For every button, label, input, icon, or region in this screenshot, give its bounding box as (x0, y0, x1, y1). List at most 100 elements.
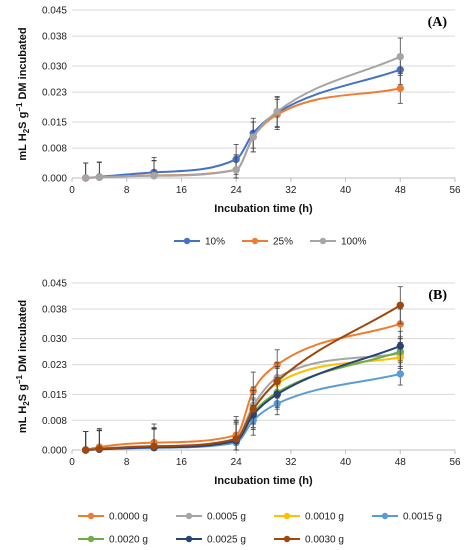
legend-item: 0.0015 g (372, 512, 442, 523)
y-tick-label: 0.000 (42, 446, 67, 457)
panel-b: 0.000 0.008 0.015 0.023 0.030 0.038 0.045 0 8 16 2… (15, 279, 461, 546)
series-line-1 (85, 87, 401, 179)
panel-a: 0.000 0.008 0.015 0.023 0.030 0.038 0.045 0 8 16 2… (15, 6, 461, 248)
y-axis-title-part: DM incubated (17, 300, 29, 375)
x-tick-label: 40 (340, 185, 352, 196)
legend-label: 0.0015 g (403, 512, 442, 523)
y-tick-label: 0.008 (42, 144, 67, 155)
x-tick-label: 48 (395, 185, 407, 196)
legend-item: 100% (310, 237, 367, 248)
legend-marker (183, 237, 191, 245)
legend-item: 25% (242, 237, 293, 248)
y-axis-title-part: S g (17, 112, 29, 129)
y-tick-label: 0.000 (42, 174, 67, 185)
y-tick-label: 0.038 (42, 304, 67, 315)
y-tick-label: 0.045 (42, 279, 67, 290)
data-point (232, 435, 240, 443)
y-axis-title: mL H2S g−1 DM incubated (15, 300, 31, 433)
legend-marker (185, 535, 193, 543)
x-axis-title: Incubation time (h) (214, 475, 313, 487)
data-point (150, 442, 158, 450)
series-line-2 (85, 55, 401, 179)
y-axis-title-superscript: −1 (15, 102, 24, 112)
data-point (95, 173, 104, 181)
legend-marker (87, 535, 95, 543)
y-tick-label: 0.030 (42, 62, 67, 73)
y-axis-title-subscript: 2 (22, 128, 31, 133)
legend-item: 0.0030 g (274, 535, 344, 546)
x-tick-label: 48 (395, 457, 407, 468)
x-tick-label: 24 (231, 185, 243, 196)
x-tick-label: 24 (231, 457, 243, 468)
legend-item: 0.0010 g (274, 512, 344, 523)
y-axis-title-part: mL H (17, 406, 29, 433)
y-axis-title: mL H2S g−1 DM incubated (15, 27, 31, 160)
y-axis-title-part: S g (17, 384, 29, 401)
y-axis-title-subscript: 2 (22, 401, 31, 406)
panel-label: (A) (428, 15, 448, 30)
legend-item: 0.0000 g (78, 512, 148, 523)
data-point (396, 342, 404, 350)
series-line-5 (85, 345, 401, 451)
y-axis-title-part: DM incubated (17, 27, 29, 102)
data-point (81, 174, 90, 182)
series-line-6 (85, 304, 401, 451)
x-tick-label: 16 (176, 457, 188, 468)
data-point (396, 52, 404, 61)
data-point (396, 370, 404, 378)
legend-marker (251, 237, 259, 245)
data-point (81, 446, 90, 454)
legend-label: 0.0005 g (207, 512, 246, 523)
y-tick-label: 0.038 (42, 32, 67, 43)
data-point (249, 133, 257, 141)
data-point (396, 84, 404, 93)
legend-label: 10% (205, 237, 225, 248)
y-tick-label: 0.030 (42, 334, 67, 345)
x-tick-label: 32 (285, 185, 297, 196)
legend-item: 0.0005 g (176, 512, 246, 523)
x-tick-label: 16 (176, 185, 188, 196)
data-point (232, 166, 240, 174)
y-tick-label: 0.045 (42, 6, 67, 17)
data-point (273, 107, 281, 116)
data-point (273, 377, 281, 386)
x-tick-label: 8 (124, 457, 130, 468)
y-tick-label: 0.008 (42, 416, 67, 427)
y-tick-label: 0.023 (42, 360, 67, 371)
x-tick-label: 56 (449, 185, 461, 196)
y-tick-label: 0.015 (42, 390, 67, 401)
legend-label: 100% (341, 237, 367, 248)
legend-label: 25% (273, 237, 293, 248)
legend-item: 0.0025 g (176, 535, 246, 546)
y-axis-title-superscript: −1 (15, 375, 24, 385)
legend-label: 0.0000 g (109, 512, 148, 523)
data-point (396, 301, 404, 309)
x-tick-label: 0 (69, 185, 75, 196)
legend-label: 0.0030 g (305, 535, 344, 546)
x-tick-label: 40 (340, 457, 352, 468)
legend-marker (381, 512, 389, 520)
legend-item: 10% (174, 237, 225, 248)
x-tick-label: 56 (449, 457, 461, 468)
legend-label: 0.0020 g (109, 535, 148, 546)
x-tick-label: 32 (285, 457, 297, 468)
legend-label: 0.0025 g (207, 535, 246, 546)
legend-marker (87, 512, 95, 520)
data-point (95, 445, 104, 453)
x-axis-title: Incubation time (h) (214, 203, 313, 215)
series-line-3 (85, 372, 401, 451)
y-tick-label: 0.015 (42, 118, 67, 129)
x-tick-label: 0 (69, 457, 75, 468)
legend-marker (283, 512, 291, 520)
y-tick-label: 0.023 (42, 88, 67, 99)
legend-marker (319, 237, 327, 245)
legend-marker (283, 535, 291, 543)
x-tick-label: 8 (124, 185, 130, 196)
legend-label: 0.0010 g (305, 512, 344, 523)
data-point (150, 172, 158, 180)
panel-label: (B) (428, 288, 447, 303)
y-axis-title-part: mL H (17, 133, 29, 160)
legend-item: 0.0020 g (78, 535, 148, 546)
legend-marker (185, 512, 193, 520)
